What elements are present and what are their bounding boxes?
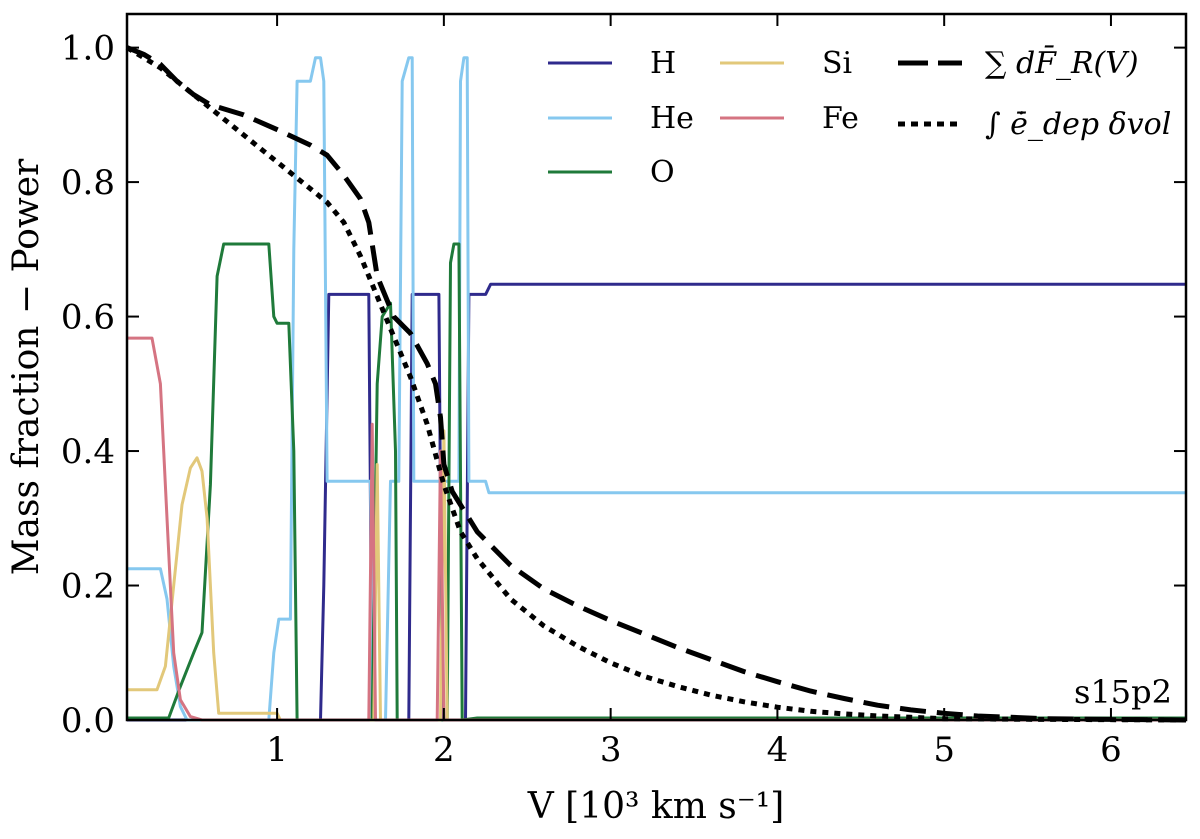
legend-label-si: Si [822, 46, 852, 81]
x-tick-label-4: 4 [767, 730, 789, 770]
annotation-label: s15p2 [1074, 673, 1172, 711]
legend-label-edep-integral: ∫ ē̇_dep δvol [985, 107, 1171, 142]
series-line-edep-integral [125, 45, 1187, 723]
y-axis-label: Mass fraction − Power [6, 158, 47, 575]
x-tick-label-2: 2 [433, 730, 455, 770]
legend-entry-edep-integral: ∫ ē̇_dep δvol [898, 107, 1171, 142]
legend-label-he: He [650, 101, 694, 136]
series-line-flux-sum [126, 45, 1187, 723]
legend-entry-si: Si [720, 46, 852, 81]
series-line-fe [127, 336, 1186, 722]
legend-label-fe: Fe [822, 101, 859, 136]
x-tick-label-3: 3 [600, 730, 622, 770]
y-tick-label-0.2: 0.2 [61, 567, 115, 607]
y-tick-label-0.0: 0.0 [61, 701, 115, 741]
series-line-o [127, 242, 1186, 722]
series-layer [125, 45, 1187, 723]
legend-entry-fe: Fe [720, 101, 859, 136]
y-tick-label-0.6: 0.6 [61, 298, 115, 338]
series-line-si [127, 429, 1186, 722]
legend-label-o: O [650, 155, 675, 190]
plot-frame [125, 12, 1188, 722]
y-tick-label-0.4: 0.4 [61, 432, 115, 472]
legend-entry-he: He [548, 101, 694, 136]
legend-label-h: H [650, 46, 676, 81]
x-axis-label: V [10³ km s⁻¹] [527, 786, 785, 827]
legend-label-flux-sum: ∑ dF̄_R(V) [985, 45, 1139, 81]
x-tick-label-1: 1 [266, 730, 288, 770]
y-tick-label-1.0: 1.0 [61, 29, 115, 69]
legend-entry-flux-sum: ∑ dF̄_R(V) [898, 45, 1139, 81]
x-tick-label-5: 5 [933, 730, 955, 770]
ticks-layer: 1 2 3 4 5 6 0.0 0.2 0.4 0.6 0.8 1.0 [61, 14, 1186, 770]
legend-entry-h: H [548, 46, 676, 81]
series-line-h [127, 282, 1186, 722]
y-tick-label-0.8: 0.8 [61, 163, 115, 203]
legend: H He O Si Fe ∑ dF̄_R(V) ∫ ē̇_dep δvol [548, 45, 1171, 190]
x-tick-label-6: 6 [1100, 730, 1122, 770]
legend-entry-o: O [548, 155, 675, 190]
